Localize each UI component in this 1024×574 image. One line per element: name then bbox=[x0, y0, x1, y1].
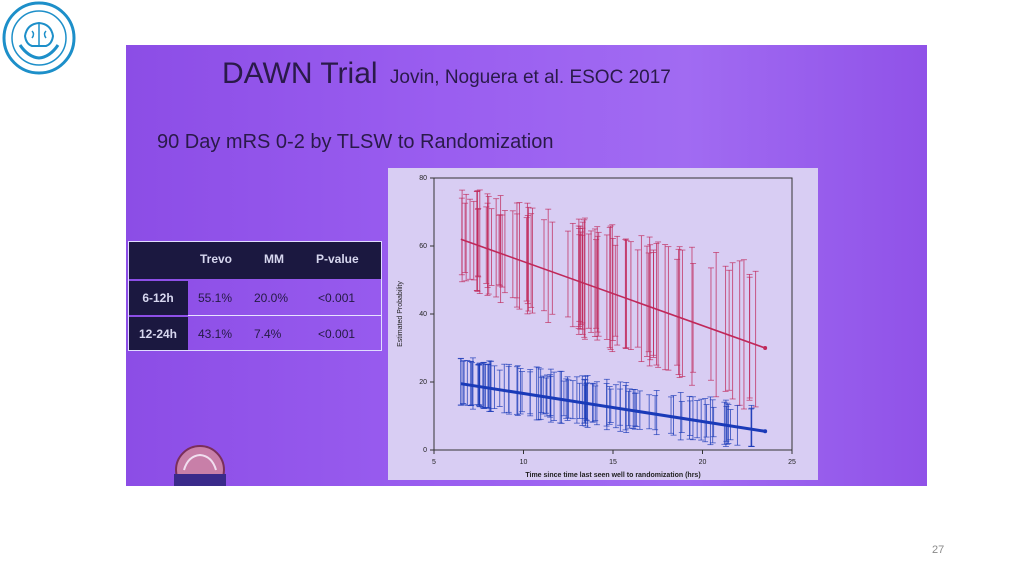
trend-line bbox=[460, 238, 766, 349]
trend-line bbox=[460, 382, 766, 433]
results-table: Trevo MM P-value 6-12h 55.1% 20.0% <0.00… bbox=[128, 241, 382, 351]
cell-mm-6-12h: 20.0% bbox=[254, 291, 289, 305]
y-tick-label: 60 bbox=[419, 243, 427, 250]
dawn-logo-icon bbox=[174, 445, 226, 486]
trend-end-point bbox=[763, 346, 768, 350]
cell-trevo-12-24h: 43.1% bbox=[198, 327, 233, 341]
slide-subtitle: 90 Day mRS 0-2 by TLSW to Randomization bbox=[157, 131, 554, 153]
x-tick-label: 25 bbox=[788, 459, 796, 466]
x-tick-label: 5 bbox=[432, 459, 436, 466]
x-tick-label: 10 bbox=[520, 459, 528, 466]
slide-photo: DAWN Trial Jovin, Noguera et al. ESOC 20… bbox=[126, 45, 927, 486]
row-label-12-24h: 12-24h bbox=[128, 317, 188, 351]
y-tick-label: 20 bbox=[419, 379, 427, 386]
row-label-6-12h: 6-12h bbox=[128, 281, 188, 315]
cell-p-12-24h: <0.001 bbox=[318, 327, 356, 341]
header-mm: MM bbox=[264, 252, 284, 266]
trend-end-point bbox=[763, 429, 768, 434]
table-header: Trevo MM P-value bbox=[128, 241, 382, 279]
table-border bbox=[128, 241, 382, 351]
slide-title: DAWN Trial Jovin, Noguera et al. ESOC 20… bbox=[222, 57, 671, 91]
cell-trevo-6-12h: 55.1% bbox=[198, 291, 233, 305]
y-axis-label: Estimated Probability bbox=[397, 281, 404, 347]
probability-chart: 5 10 15 20 25 0 20 40 60 80 Time since time last s… bbox=[388, 168, 818, 480]
x-tick-label: 15 bbox=[609, 459, 617, 466]
x-tick-label: 20 bbox=[699, 459, 707, 466]
chart-svg: 5 10 15 20 25 0 20 40 60 80 Time since time last s… bbox=[397, 175, 796, 479]
header-trevo: Trevo bbox=[200, 252, 233, 266]
page-number: 27 bbox=[932, 544, 945, 556]
y-tick-label: 40 bbox=[419, 311, 427, 318]
cell-mm-12-24h: 7.4% bbox=[254, 327, 282, 341]
header-pvalue: P-value bbox=[316, 252, 359, 266]
title-authors: Jovin, Noguera et al. ESOC 2017 bbox=[389, 67, 671, 88]
y-tick-label: 80 bbox=[419, 175, 427, 182]
brain-hands-logo-icon bbox=[2, 1, 76, 75]
row-divider bbox=[188, 315, 382, 316]
x-axis-label: Time since time last seen well to random… bbox=[525, 472, 700, 479]
title-main: DAWN Trial bbox=[222, 57, 378, 90]
y-tick-label: 0 bbox=[423, 447, 427, 454]
cell-p-6-12h: <0.001 bbox=[318, 291, 356, 305]
